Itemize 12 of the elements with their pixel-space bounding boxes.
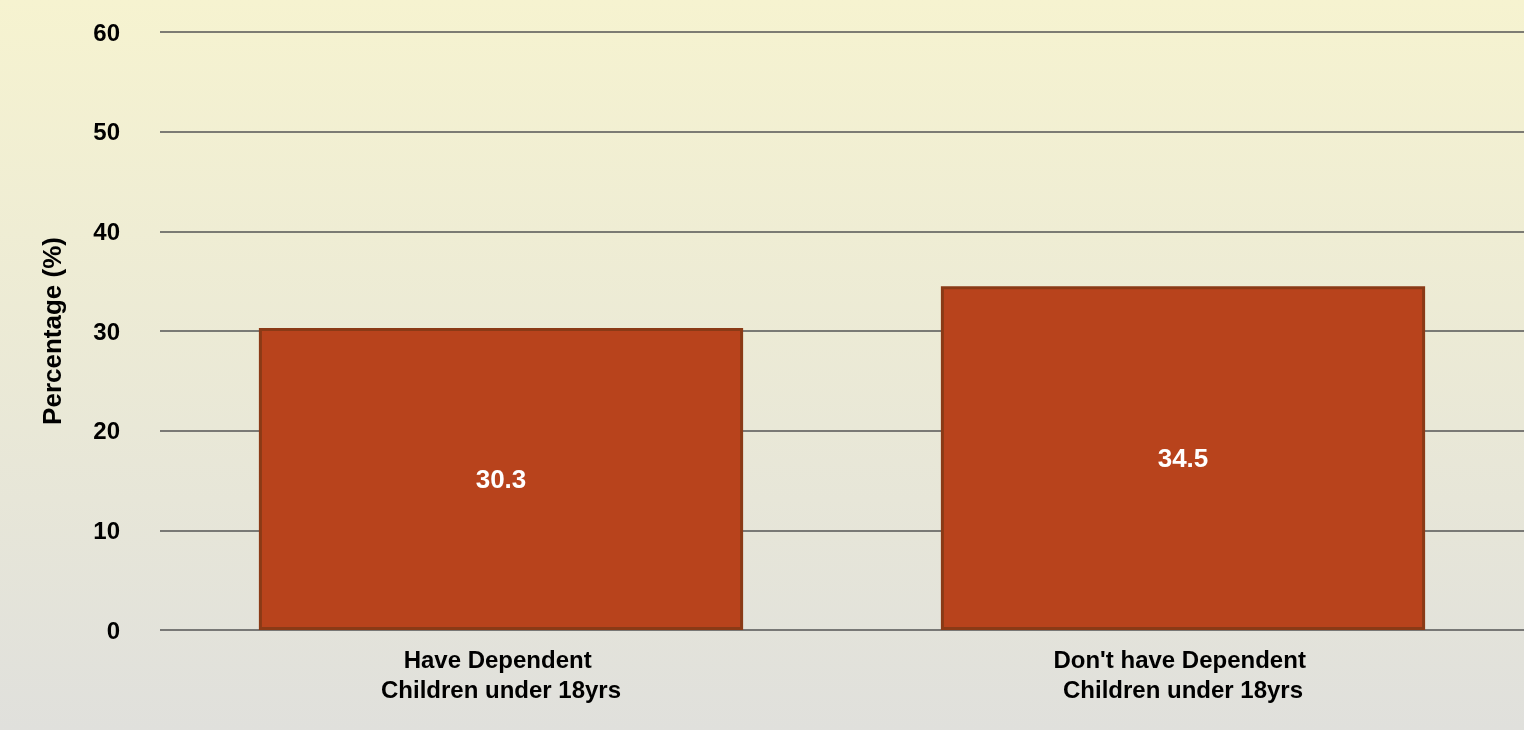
data-label: 30.3 [475, 464, 527, 495]
x-tick-label: Have Dependent Children under 18yrs [380, 645, 622, 703]
y-tick-label: 50 [93, 118, 120, 146]
y-tick-label: 30 [93, 317, 120, 345]
y-axis-title: Percentage (%) [37, 237, 67, 425]
y-tick-label: 40 [93, 217, 120, 245]
x-tick-label: Don't have Dependent Children under 18yrs [1053, 645, 1313, 703]
y-tick-label: 0 [106, 616, 120, 644]
y-tick-label: 20 [93, 417, 120, 445]
data-label: 34.5 [1157, 443, 1209, 474]
y-tick-label: 60 [93, 18, 120, 46]
y-tick-label: 10 [93, 516, 120, 544]
